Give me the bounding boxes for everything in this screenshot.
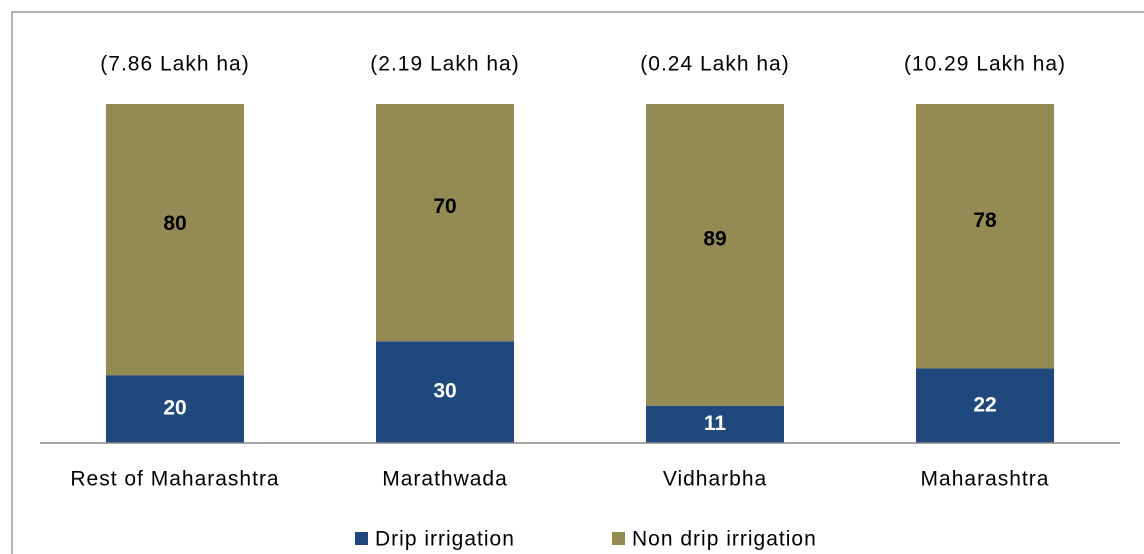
legend-label: Drip irrigation (375, 528, 515, 551)
data-label: 78 (973, 209, 997, 232)
legend-label: Non drip irrigation (632, 528, 817, 551)
annotation: (7.86 Lakh ha) (100, 53, 249, 76)
bar-segment (646, 405, 784, 443)
x-tick-label: Vidharbha (663, 468, 767, 491)
bar-segment (106, 375, 244, 443)
annotation: (10.29 Lakh ha) (904, 53, 1066, 76)
data-label: 11 (704, 412, 727, 435)
bar-segment (916, 368, 1054, 443)
data-label: 20 (163, 397, 186, 420)
x-tick-label: Maharashtra (921, 468, 1050, 491)
bar-segment (376, 341, 514, 443)
chart-frame (11, 11, 1144, 554)
data-label: 89 (703, 227, 726, 250)
annotation: (2.19 Lakh ha) (370, 53, 519, 76)
data-label: 22 (973, 393, 996, 416)
data-label: 30 (433, 380, 456, 403)
data-label: 70 (433, 195, 456, 218)
x-tick-label: Marathwada (382, 468, 508, 491)
bar-segment (376, 104, 514, 342)
x-tick-label: Rest of Maharashtra (70, 468, 279, 491)
bar-segment (646, 104, 784, 406)
legend-swatch (355, 532, 368, 545)
bar-segment (916, 104, 1054, 369)
data-label: 80 (163, 212, 186, 235)
bar-segment (106, 104, 244, 376)
legend-swatch (612, 532, 625, 545)
annotation: (0.24 Lakh ha) (640, 53, 789, 76)
